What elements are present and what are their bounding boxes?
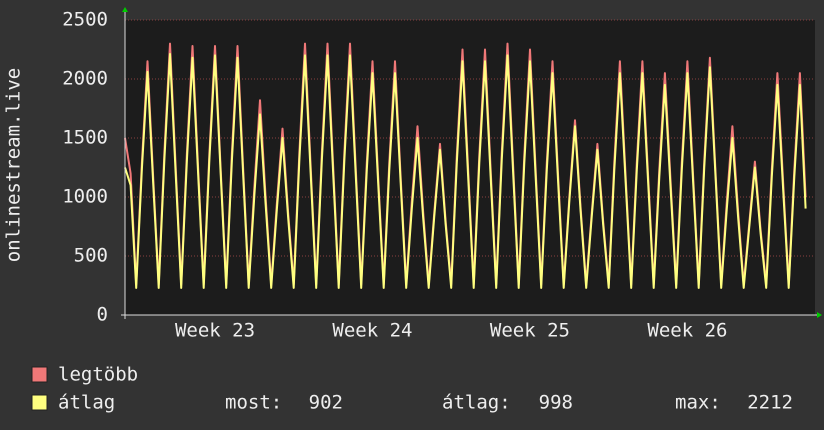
stat-value: 998 [539,392,573,414]
y-axis-arrow [122,7,128,12]
y-tick-label: 1500 [62,127,108,149]
stat-label: most: [225,392,282,414]
y-tick-label: 2500 [62,9,108,31]
y-tick-label: 1000 [62,186,108,208]
plot-area [125,20,815,315]
stat-label: max: [675,392,721,414]
legend-swatch [31,394,48,411]
legend-label: legtöbb [58,364,138,386]
y-tick-label: 0 [97,304,108,326]
x-tick-label: Week 26 [647,320,727,342]
x-tick-label: Week 24 [332,320,412,342]
y-axis-label: onlinestream.live [3,68,25,262]
y-tick-label: 500 [74,245,108,267]
legend-label: átlag [58,392,115,414]
stat-value: 2212 [747,392,793,414]
stat-label: átlag: [442,392,511,414]
series-line [124,53,807,289]
y-tick-label: 2000 [62,68,108,90]
x-tick-label: Week 23 [175,320,255,342]
legend-swatch [31,366,48,383]
x-tick-label: Week 25 [490,320,570,342]
x-axis-arrow [817,312,822,318]
stat-value: 902 [309,392,343,414]
